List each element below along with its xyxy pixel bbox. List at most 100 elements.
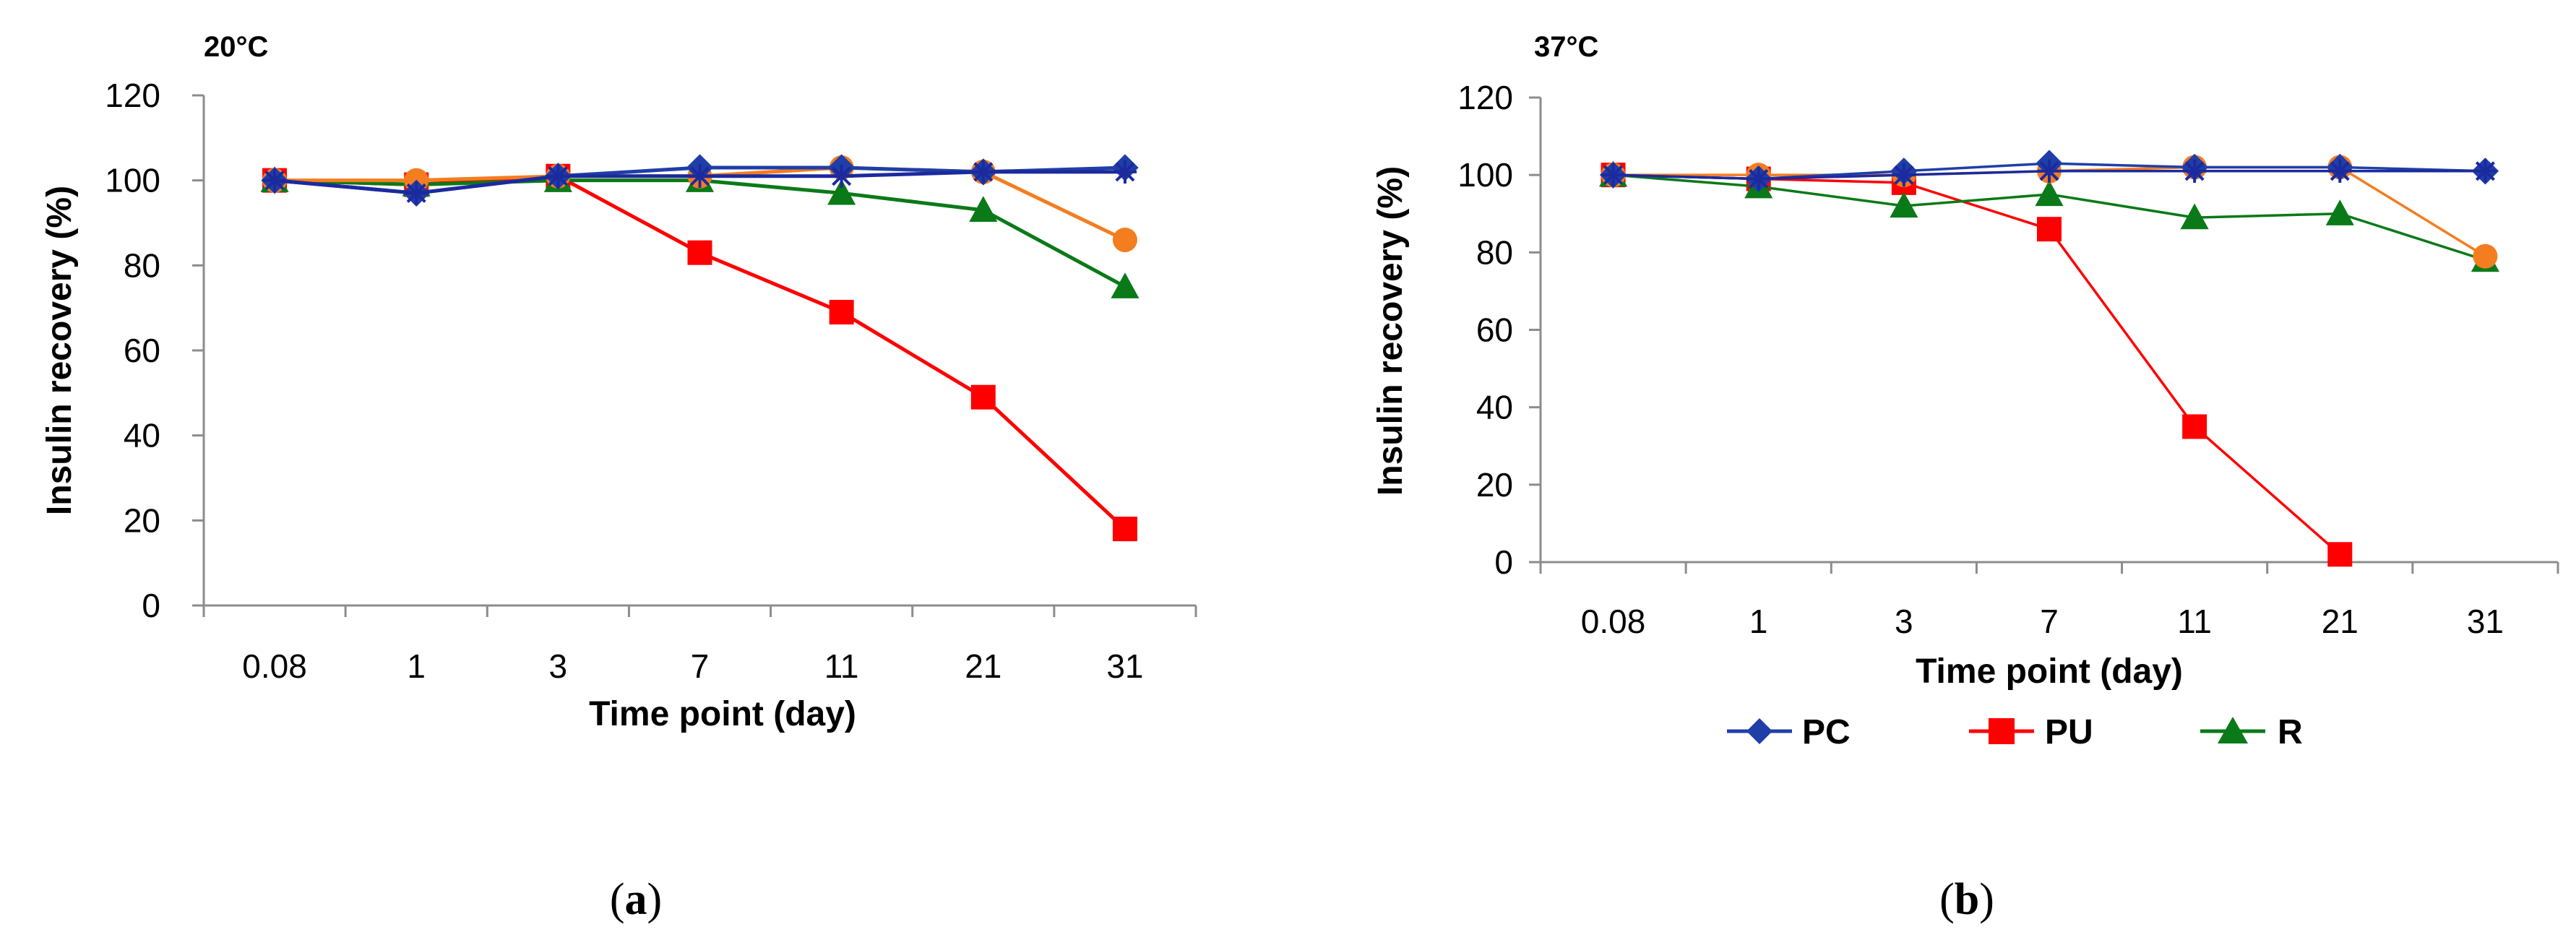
x-tick-label: 3: [1895, 603, 1913, 640]
star-stroke: [406, 183, 426, 203]
triangle-marker: [827, 178, 856, 205]
legend-entry-pc: PC: [1727, 713, 1851, 751]
y-tick-label: 40: [1476, 389, 1513, 426]
x-tick-label: 7: [2040, 603, 2059, 640]
star-marker: [1601, 163, 1625, 187]
triangle-marker: [2180, 203, 2209, 230]
panel-caption: (b): [1939, 875, 1994, 924]
star-stroke: [548, 166, 568, 186]
x-axis-label: Time point (day): [1916, 652, 2183, 691]
x-tick-label: 7: [691, 647, 710, 685]
y-tick-label: 80: [1476, 233, 1513, 271]
y-tick-label: 60: [1476, 311, 1513, 349]
square-marker: [1112, 517, 1137, 542]
star-stroke: [2039, 161, 2059, 181]
star-stroke: [973, 162, 994, 182]
diamond-marker-icon: [1746, 718, 1772, 744]
star-marker: [2473, 159, 2497, 183]
series-line: [274, 178, 1127, 288]
axes: 0 20 40 60 80 100 120 0.08 1 3 7 11 21 31: [105, 77, 1197, 685]
y-tick-label: 100: [1457, 156, 1513, 194]
axes: 0 20 40 60 80 100 120 0.08 1 3 7 11 21 31: [1457, 79, 2559, 640]
y-tick-label: 0: [142, 587, 160, 624]
x-tick-label: 11: [2177, 603, 2212, 640]
star-marker: [971, 160, 995, 184]
x-tick-label: 0.08: [1581, 603, 1646, 640]
star-marker: [688, 164, 712, 188]
x-tick-label: 21: [2322, 603, 2359, 640]
series-pu: [1601, 163, 2353, 567]
square-marker-icon: [1989, 718, 2015, 744]
y-tick-label: 20: [124, 501, 160, 539]
star-marker: [405, 181, 428, 205]
legend-label: PU: [2045, 713, 2093, 751]
star-stroke: [1115, 162, 1135, 182]
panel-caption: (a): [610, 875, 662, 924]
star-stroke: [1749, 168, 1769, 189]
x-tick-label: 31: [1106, 647, 1143, 685]
x-tick-label: 1: [1749, 603, 1768, 640]
series-group: [260, 154, 1140, 542]
series-group: [1599, 150, 2499, 567]
square-marker: [2037, 217, 2062, 242]
star-marker: [1892, 163, 1916, 187]
y-tick-label: 120: [105, 77, 160, 114]
star-marker: [2328, 159, 2352, 183]
star-stroke: [832, 166, 852, 186]
chart-title: 20°C: [204, 31, 268, 63]
star-stroke: [2475, 161, 2495, 181]
y-tick-label: 120: [1457, 79, 1513, 116]
x-tick-label: 1: [407, 647, 426, 685]
y-tick-label: 40: [124, 417, 160, 454]
square-marker: [2182, 414, 2207, 439]
x-tick-label: 0.08: [242, 647, 307, 685]
panel-caption-label: b: [1955, 875, 1979, 924]
chart-panel-b: 37°C Time point (day) Insulin recovery (…: [1371, 31, 2559, 924]
series-star: [262, 160, 1137, 205]
triangle-marker: [969, 196, 998, 222]
x-tick-label: 21: [965, 647, 1001, 685]
panel-caption-label: a: [625, 875, 647, 924]
star-marker: [2037, 159, 2062, 183]
square-marker: [829, 300, 854, 325]
chart-title: 37°C: [1534, 31, 1598, 63]
series-star: [1601, 159, 2497, 191]
circle-marker: [2473, 243, 2498, 269]
square-marker: [2327, 542, 2353, 567]
y-axis-label: Insulin recovery (%): [1371, 166, 1410, 496]
star-stroke: [1894, 165, 1914, 185]
triangle-marker: [1111, 272, 1140, 298]
y-tick-label: 60: [124, 332, 160, 369]
legend-label: R: [2278, 713, 2303, 751]
square-marker: [970, 384, 996, 410]
star-stroke: [2184, 161, 2205, 181]
star-marker: [1746, 167, 1770, 191]
circle-marker: [1112, 228, 1137, 253]
triangle-marker-icon: [2218, 717, 2248, 743]
star-marker: [546, 164, 570, 188]
y-tick-label: 100: [105, 162, 160, 199]
legend-entry-pu: PU: [1969, 713, 2093, 751]
x-tick-label: 11: [824, 647, 859, 685]
x-tick-label: 31: [2467, 603, 2504, 640]
star-stroke: [2330, 161, 2350, 181]
star-marker: [830, 164, 853, 188]
star-marker: [262, 168, 287, 192]
series-line: [274, 174, 1127, 530]
star-stroke: [1603, 165, 1624, 185]
y-tick-label: 0: [1494, 543, 1513, 581]
triangle-marker: [2325, 199, 2354, 225]
legend-label: PC: [1802, 713, 1851, 751]
y-tick-label: 80: [124, 246, 160, 284]
legend: PC PU R: [1727, 713, 2303, 751]
chart-panel-a: 20°C Time point (day) Insulin recovery (…: [40, 31, 1197, 924]
star-stroke: [264, 171, 285, 191]
x-axis-label: Time point (day): [589, 695, 856, 733]
square-marker: [687, 240, 712, 265]
star-marker: [2182, 159, 2207, 183]
triangle-marker: [1890, 191, 1918, 218]
triangle-marker: [2035, 180, 2064, 207]
star-marker: [1113, 160, 1137, 184]
legend-entry-r: R: [2200, 713, 2303, 751]
